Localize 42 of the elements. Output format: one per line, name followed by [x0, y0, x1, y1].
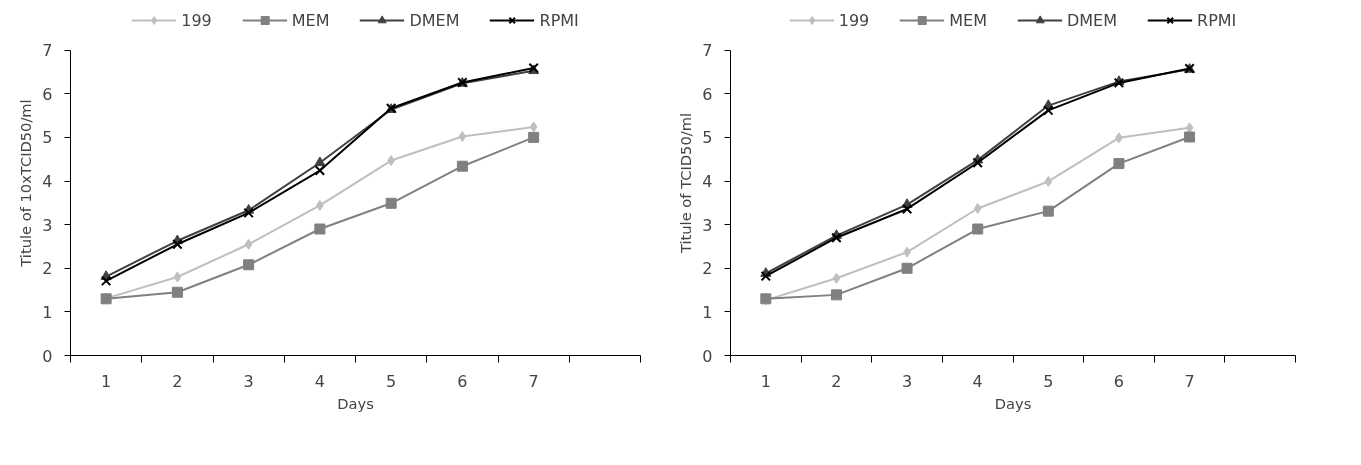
legend-label: DMEM: [1066, 10, 1118, 30]
y-axis-title: Titule of 10xTCID50/ml: [17, 99, 35, 268]
x-tick-label: 7: [1184, 371, 1195, 391]
x-tick-label: 3: [243, 371, 254, 391]
x-tick-label: 2: [831, 371, 842, 391]
x-tick-label: 1: [101, 371, 112, 391]
y-tick-label: 1: [42, 302, 53, 322]
x-axis-title: Days: [337, 394, 374, 412]
y-tick-label: 4: [702, 172, 713, 192]
x-tick-label: 4: [972, 371, 983, 391]
x-tick-label: 7: [528, 371, 539, 391]
y-tick-label: 3: [42, 215, 53, 235]
x-tick-label: 6: [457, 371, 468, 391]
y-tick-label: 0: [42, 346, 53, 366]
x-tick-label: 1: [760, 371, 771, 391]
legend-label: 199: [838, 10, 870, 30]
x-tick-label: 5: [1043, 371, 1054, 391]
y-tick-label: 3: [702, 215, 713, 235]
legend-label: MEM: [949, 10, 987, 30]
y-tick-label: 7: [702, 41, 713, 61]
x-tick-label: 4: [314, 371, 325, 391]
y-axis-title: Titule of TCID50/ml: [677, 112, 695, 255]
legend-label: MEM: [291, 10, 330, 30]
legend-label: 199: [181, 10, 212, 30]
y-tick-label: 0: [702, 346, 713, 366]
legend-label: RPMI: [539, 10, 579, 30]
y-tick-label: 6: [42, 84, 53, 104]
y-tick-label: 2: [702, 259, 713, 279]
y-tick-label: 1: [702, 302, 713, 322]
x-axis-title: Days: [994, 394, 1032, 412]
y-tick-label: 2: [42, 259, 53, 279]
legend-label: RPMI: [1197, 10, 1237, 30]
y-tick-label: 7: [42, 41, 53, 61]
x-tick-label: 6: [1113, 371, 1125, 391]
y-tick-label: 6: [702, 84, 713, 104]
x-tick-label: 5: [386, 371, 397, 391]
x-tick-label: 2: [172, 371, 183, 391]
y-tick-label: 5: [702, 128, 713, 148]
x-tick-label: 3: [901, 371, 913, 391]
y-tick-label: 4: [42, 172, 53, 192]
y-tick-label: 5: [42, 128, 53, 148]
legend-label: DMEM: [409, 10, 460, 30]
